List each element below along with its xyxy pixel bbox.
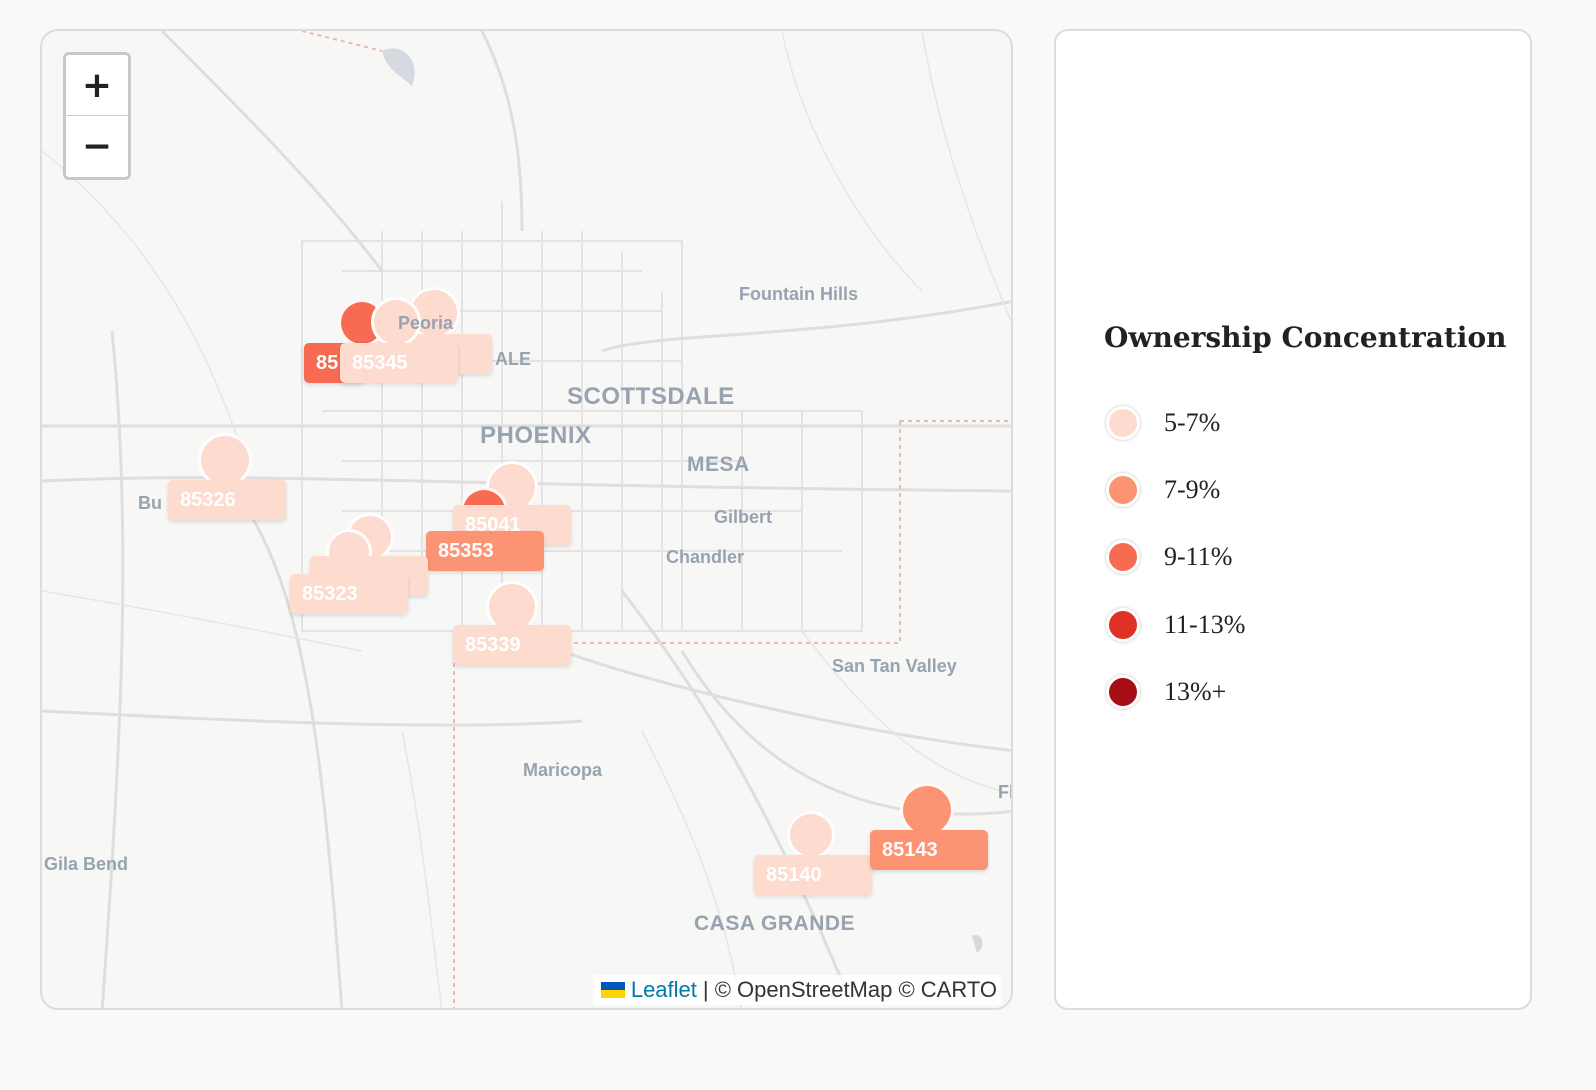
place-label-scottsdale: SCOTTSDALE: [567, 383, 735, 410]
place-label-florence-partial: Fl: [998, 782, 1013, 802]
legend-label: 13%+: [1164, 677, 1227, 706]
legend-swatch-icon: [1106, 675, 1140, 709]
map-basemap: [42, 31, 1011, 1008]
zoom-out-button[interactable]: −: [66, 116, 128, 176]
place-label-peoria-partial: Peoria: [398, 313, 454, 333]
zip-marker-circle[interactable]: [787, 811, 835, 859]
place-label-casa-grande: CASA GRANDE: [694, 912, 856, 935]
zip-marker-circle[interactable]: [198, 433, 252, 487]
legend-swatch-icon: [1106, 473, 1140, 507]
zip-marker-label[interactable]: 85143: [870, 830, 988, 870]
legend-title: Ownership Concentration: [1104, 321, 1507, 354]
place-label-gilbert: Gilbert: [714, 507, 773, 527]
place-label-maricopa: Maricopa: [523, 760, 603, 780]
zoom-control: + −: [63, 52, 131, 180]
zip-marker-circle[interactable]: [900, 783, 954, 837]
legend-label: 9-11%: [1164, 542, 1233, 571]
zip-marker-label[interactable]: 85323: [290, 574, 408, 614]
zip-marker-circle[interactable]: [371, 297, 421, 347]
legend-item: 9-11%: [1106, 537, 1232, 577]
zip-marker-label[interactable]: 85345: [340, 343, 458, 383]
place-label-phoenix: PHOENIX: [480, 422, 592, 449]
legend-label: 7-9%: [1164, 475, 1221, 504]
legend-label: 11-13%: [1164, 610, 1246, 639]
legend-label: 5-7%: [1164, 408, 1221, 437]
zoom-in-button[interactable]: +: [66, 55, 128, 116]
place-label-san-tan-valley: San Tan Valley: [832, 656, 957, 676]
zip-marker-label[interactable]: 85140: [754, 855, 872, 895]
attribution-text: | © OpenStreetMap © CARTO: [702, 977, 997, 1002]
map-container[interactable]: + − Fountain Hills SCOTTSDALE PHOENIX ME…: [40, 29, 1013, 1010]
legend-item: 7-9%: [1106, 470, 1220, 510]
place-label-mesa: MESA: [687, 453, 750, 476]
legend-swatch-icon: [1106, 540, 1140, 574]
legend-item: 5-7%: [1106, 403, 1220, 443]
ukraine-flag-icon: [600, 982, 625, 998]
place-label-fountain-hills: Fountain Hills: [739, 284, 858, 304]
legend-panel: Ownership Concentration 5-7% 7-9% 9-11% …: [1054, 29, 1532, 1010]
zip-marker-label[interactable]: 85339: [453, 625, 571, 665]
legend-item: 11-13%: [1106, 605, 1245, 645]
legend-swatch-icon: [1106, 406, 1140, 440]
place-label-gila-bend: Gila Bend: [44, 854, 129, 874]
zip-marker-label[interactable]: 85353: [426, 531, 544, 571]
legend-swatch-icon: [1106, 608, 1140, 642]
zip-marker-label[interactable]: 85326: [168, 480, 286, 520]
place-label-buckeye-partial: Bu: [138, 493, 162, 513]
leaflet-link[interactable]: Leaflet: [630, 977, 697, 1002]
place-label-glendale-partial: ALE: [495, 349, 531, 369]
zip-marker-circle[interactable]: [486, 581, 538, 633]
map-attribution: Leaflet | © OpenStreetMap © CARTO: [592, 975, 1001, 1005]
place-label-chandler: Chandler: [666, 547, 745, 567]
legend-item: 13%+: [1106, 672, 1226, 712]
